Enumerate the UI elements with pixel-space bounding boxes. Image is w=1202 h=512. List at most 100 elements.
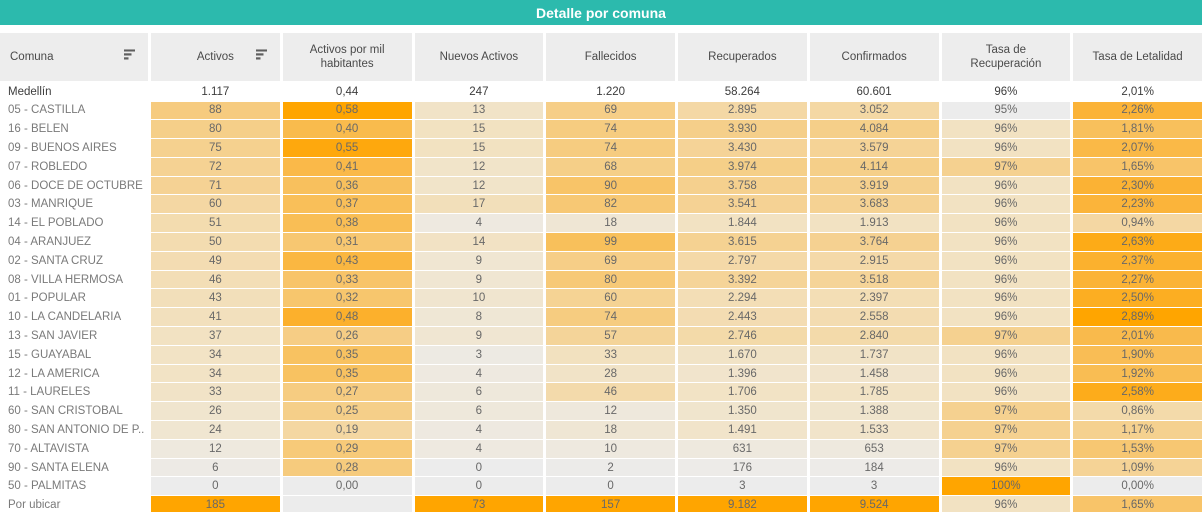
- heat-cell-tasa-de-recuperaci-n[interactable]: 97%: [941, 421, 1071, 439]
- heat-cell-fallecidos[interactable]: 46: [546, 383, 675, 402]
- heat-cell-fallecidos[interactable]: 57: [546, 327, 675, 345]
- heat-cell-tasa-de-letalidad[interactable]: 2,07%: [1073, 139, 1202, 157]
- heat-cell-fallecidos[interactable]: 74: [546, 308, 675, 327]
- heat-cell-tasa-de-recuperaci-n[interactable]: 96%: [941, 345, 1071, 364]
- sort-icon[interactable]: [124, 49, 137, 64]
- heat-cell-tasa-de-recuperaci-n[interactable]: 97%: [941, 439, 1071, 458]
- heat-cell-confirmados[interactable]: 1.913: [809, 214, 939, 233]
- heat-cell-activos-por-mil-habitantes[interactable]: 0,27: [282, 383, 412, 402]
- heat-cell-activos-por-mil-habitantes[interactable]: 0,19: [282, 421, 412, 439]
- heat-cell-activos-por-mil-habitantes[interactable]: 0,58: [282, 101, 412, 120]
- heat-cell-nuevos-activos[interactable]: 9: [414, 270, 544, 289]
- heat-cell-fallecidos[interactable]: 90: [546, 176, 675, 195]
- heat-cell-tasa-de-recuperaci-n[interactable]: 97%: [941, 402, 1071, 421]
- heat-cell-nuevos-activos[interactable]: 0: [414, 477, 544, 496]
- heat-cell-fallecidos[interactable]: 60: [546, 289, 675, 308]
- heat-cell-recuperados[interactable]: 3.430: [678, 139, 807, 157]
- heat-cell-nuevos-activos[interactable]: 13: [414, 101, 544, 120]
- heat-cell-tasa-de-letalidad[interactable]: 2,01%: [1073, 327, 1202, 345]
- comuna-cell[interactable]: 13 - SAN JAVIER: [8, 329, 98, 342]
- heat-cell-fallecidos[interactable]: 80: [546, 270, 675, 289]
- heat-cell-fallecidos[interactable]: 0: [546, 477, 675, 496]
- heat-cell-confirmados[interactable]: 2.558: [809, 308, 939, 327]
- heat-cell-confirmados[interactable]: 2.397: [809, 289, 939, 308]
- heat-cell-confirmados[interactable]: 4.114: [809, 157, 939, 176]
- heat-cell-tasa-de-recuperaci-n[interactable]: 96%: [941, 364, 1071, 383]
- heat-cell-recuperados[interactable]: 3.615: [678, 233, 807, 251]
- heat-cell-nuevos-activos[interactable]: 4: [414, 439, 544, 458]
- heat-cell-activos[interactable]: 50: [151, 233, 280, 251]
- heat-cell-recuperados[interactable]: 176: [678, 458, 807, 477]
- heat-cell-tasa-de-letalidad[interactable]: 2,50%: [1073, 289, 1202, 308]
- heat-cell-recuperados[interactable]: 1.670: [678, 345, 807, 364]
- heat-cell-nuevos-activos[interactable]: 14: [414, 233, 544, 251]
- heat-cell-nuevos-activos[interactable]: 15: [414, 139, 544, 157]
- heat-cell-recuperados[interactable]: 3.392: [678, 270, 807, 289]
- total-cell-nuevos-activos[interactable]: 247: [469, 85, 489, 98]
- total-cell-activos[interactable]: 1.117: [201, 85, 230, 98]
- heat-cell-confirmados[interactable]: 3.683: [809, 195, 939, 214]
- heat-cell-confirmados[interactable]: 3.518: [809, 270, 939, 289]
- heat-cell-activos-por-mil-habitantes[interactable]: [282, 496, 412, 512]
- heat-cell-tasa-de-letalidad[interactable]: 2,37%: [1073, 251, 1202, 270]
- heat-cell-recuperados[interactable]: 1.844: [678, 214, 807, 233]
- heat-cell-fallecidos[interactable]: 99: [546, 233, 675, 251]
- heat-cell-recuperados[interactable]: 3.974: [678, 157, 807, 176]
- heat-cell-activos-por-mil-habitantes[interactable]: 0,35: [282, 364, 412, 383]
- heat-cell-activos[interactable]: 51: [151, 214, 280, 233]
- comuna-cell[interactable]: 12 - LA AMERICA: [8, 367, 100, 380]
- heat-cell-tasa-de-recuperaci-n[interactable]: 96%: [941, 289, 1071, 308]
- comuna-cell[interactable]: 50 - PALMITAS: [8, 480, 87, 493]
- heat-cell-tasa-de-letalidad[interactable]: 1,65%: [1073, 157, 1202, 176]
- heat-cell-tasa-de-letalidad[interactable]: 0,94%: [1073, 214, 1202, 233]
- comuna-cell[interactable]: 02 - SANTA CRUZ: [8, 254, 103, 267]
- heat-cell-fallecidos[interactable]: 10: [546, 439, 675, 458]
- heat-cell-confirmados[interactable]: 2.915: [809, 251, 939, 270]
- heat-cell-activos-por-mil-habitantes[interactable]: 0,29: [282, 439, 412, 458]
- heat-cell-activos-por-mil-habitantes[interactable]: 0,35: [282, 345, 412, 364]
- heat-cell-recuperados[interactable]: 3: [678, 477, 807, 496]
- heat-cell-recuperados[interactable]: 1.706: [678, 383, 807, 402]
- heat-cell-nuevos-activos[interactable]: 10: [414, 289, 544, 308]
- heat-cell-recuperados[interactable]: 1.491: [678, 421, 807, 439]
- heat-cell-activos[interactable]: 37: [151, 327, 280, 345]
- heat-cell-fallecidos[interactable]: 28: [546, 364, 675, 383]
- heat-cell-fallecidos[interactable]: 33: [546, 345, 675, 364]
- heat-cell-activos[interactable]: 185: [151, 496, 280, 512]
- comuna-cell[interactable]: 03 - MANRIQUE: [8, 198, 93, 211]
- heat-cell-confirmados[interactable]: 1.533: [809, 421, 939, 439]
- comuna-cell[interactable]: 16 - BELEN: [8, 123, 69, 136]
- heat-cell-activos-por-mil-habitantes[interactable]: 0,43: [282, 251, 412, 270]
- heat-cell-tasa-de-recuperaci-n[interactable]: 96%: [941, 458, 1071, 477]
- heat-cell-activos[interactable]: 88: [151, 101, 280, 120]
- total-cell-tasa-de-letalidad[interactable]: 2,01%: [1121, 85, 1154, 98]
- heat-cell-tasa-de-letalidad[interactable]: 2,89%: [1073, 308, 1202, 327]
- total-cell-recuperados[interactable]: 58.264: [724, 85, 760, 98]
- heat-cell-recuperados[interactable]: 2.746: [678, 327, 807, 345]
- heat-cell-confirmados[interactable]: 3.579: [809, 139, 939, 157]
- heat-cell-tasa-de-recuperaci-n[interactable]: 96%: [941, 139, 1071, 157]
- heat-cell-tasa-de-letalidad[interactable]: 2,58%: [1073, 383, 1202, 402]
- heat-cell-confirmados[interactable]: 3.764: [809, 233, 939, 251]
- comuna-cell[interactable]: 06 - DOCE DE OCTUBRE: [8, 179, 143, 192]
- heat-cell-nuevos-activos[interactable]: 0: [414, 458, 544, 477]
- heat-cell-nuevos-activos[interactable]: 9: [414, 251, 544, 270]
- column-header-activos-por-mil-habitantes[interactable]: Activos por mil habitantes: [282, 33, 412, 81]
- column-header-fallecidos[interactable]: Fallecidos: [546, 33, 675, 81]
- heat-cell-activos-por-mil-habitantes[interactable]: 0,28: [282, 458, 412, 477]
- heat-cell-activos-por-mil-habitantes[interactable]: 0,33: [282, 270, 412, 289]
- heat-cell-nuevos-activos[interactable]: 12: [414, 157, 544, 176]
- comuna-cell[interactable]: 11 - LAURELES: [8, 386, 91, 399]
- heat-cell-confirmados[interactable]: 4.084: [809, 120, 939, 139]
- heat-cell-tasa-de-letalidad[interactable]: 0,86%: [1073, 402, 1202, 421]
- heat-cell-confirmados[interactable]: 3: [809, 477, 939, 496]
- heat-cell-tasa-de-letalidad[interactable]: 1,65%: [1073, 496, 1202, 512]
- heat-cell-nuevos-activos[interactable]: 3: [414, 345, 544, 364]
- sort-icon[interactable]: [255, 49, 269, 64]
- heat-cell-tasa-de-letalidad[interactable]: 2,27%: [1073, 270, 1202, 289]
- comuna-cell[interactable]: 14 - EL POBLADO: [8, 217, 104, 230]
- heat-cell-fallecidos[interactable]: 74: [546, 120, 675, 139]
- heat-cell-tasa-de-letalidad[interactable]: 1,92%: [1073, 364, 1202, 383]
- heat-cell-recuperados[interactable]: 2.294: [678, 289, 807, 308]
- heat-cell-activos[interactable]: 26: [151, 402, 280, 421]
